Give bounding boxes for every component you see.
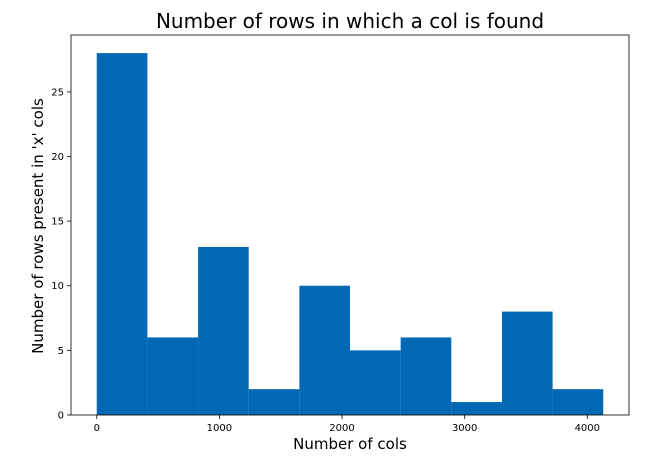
y-axis-label: Number of rows present in 'x' cols xyxy=(29,98,47,354)
y-tick-label: 10 xyxy=(51,281,64,292)
x-tick-label: 3000 xyxy=(452,423,477,434)
y-tick-label: 20 xyxy=(51,152,64,163)
histogram-bar-9 xyxy=(501,311,553,415)
histogram-bar-7 xyxy=(400,337,452,415)
histogram-bar-1 xyxy=(96,53,148,415)
plot-frame xyxy=(70,34,630,416)
y-tick-label: 15 xyxy=(51,217,64,228)
chart-title: Number of rows in which a col is found xyxy=(156,9,544,33)
histogram-bar-10 xyxy=(552,389,604,415)
x-tick-label: 0 xyxy=(94,423,100,434)
x-axis-label: Number of cols xyxy=(293,435,407,453)
x-tick-label: 1000 xyxy=(207,423,232,434)
histogram-bar-2 xyxy=(147,337,199,415)
histogram-bar-5 xyxy=(299,285,350,415)
histogram-bar-3 xyxy=(198,246,249,415)
axes-group xyxy=(70,34,630,416)
histogram-bar-8 xyxy=(451,402,502,415)
y-tick-label: 0 xyxy=(58,411,64,422)
y-tick-label: 25 xyxy=(51,87,64,98)
x-tick-label: 4000 xyxy=(575,423,600,434)
ticks-group: 0 1000 2000 3000 4000 0 5 10 15 20 25 xyxy=(51,87,600,434)
histogram-bar-6 xyxy=(350,350,401,415)
histogram-bar-4 xyxy=(248,389,300,415)
bars-group xyxy=(96,53,604,415)
x-tick-label: 2000 xyxy=(329,423,354,434)
y-tick-label: 5 xyxy=(58,346,64,357)
